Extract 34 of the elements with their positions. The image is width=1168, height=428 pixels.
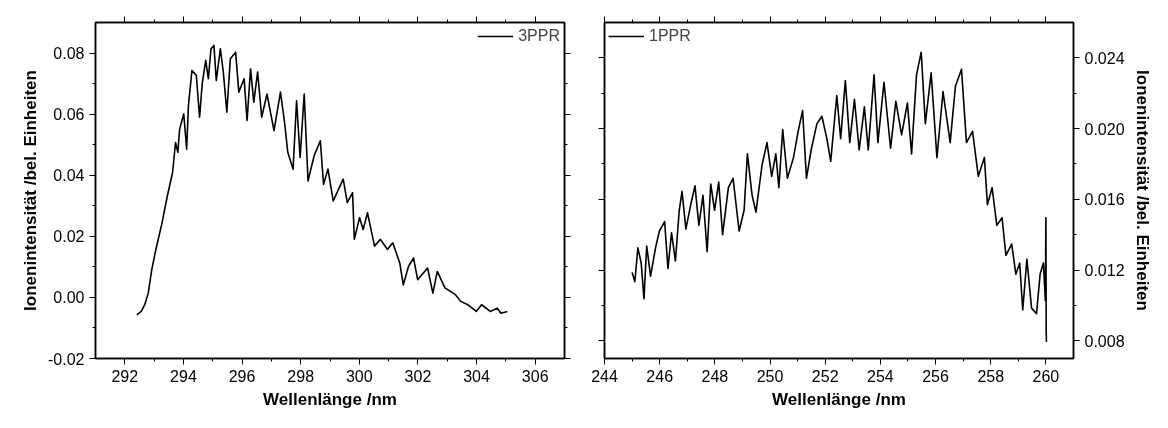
y2-tick-label: 0.020 [1084, 120, 1125, 138]
x-tick-label: 246 [646, 367, 674, 385]
y-tick-label: 0.00 [53, 289, 85, 307]
x-tick-label: 258 [977, 367, 1005, 385]
y-tick-label: -0.02 [48, 350, 85, 368]
x-tick-label: 256 [922, 367, 950, 385]
x-tick-label: 296 [228, 367, 256, 385]
legend-label: 1PPR [649, 27, 691, 45]
y2-tick-label: 0.024 [1084, 49, 1125, 67]
x-tick-label: 252 [811, 367, 839, 385]
y-tick-label: 0.06 [53, 106, 85, 124]
y-axis-title: Ionenintensität /bel. Einheiten [21, 70, 41, 311]
x-tick-label: 254 [867, 367, 894, 385]
x-tick-label: 260 [1032, 367, 1060, 385]
x-tick-label: 302 [404, 367, 432, 385]
x-tick-label: 298 [287, 367, 315, 385]
y-tick-label: 0.04 [53, 167, 85, 185]
y-tick-label: 0.08 [53, 45, 85, 63]
x-tick-label: 306 [521, 367, 549, 385]
x-tick-label: 292 [111, 367, 139, 385]
x-axis-title: Wellenlänge /nm [263, 389, 397, 409]
x-tick-label: 248 [701, 367, 729, 385]
y2-tick-label: 0.016 [1084, 191, 1125, 209]
legend-label: 3PPR [518, 27, 560, 45]
x-tick-label: 250 [756, 367, 784, 385]
y2-tick-label: 0.008 [1084, 332, 1125, 350]
y2-tick-label: 0.012 [1084, 262, 1125, 280]
x-tick-label: 244 [591, 367, 618, 385]
y-tick-label: 0.02 [53, 228, 85, 246]
x-axis-title: Wellenlänge /nm [772, 389, 906, 409]
y2-axis-title: Ionenintensität /bel. Einheiten [1132, 70, 1152, 311]
x-tick-label: 294 [170, 367, 197, 385]
x-tick-label: 304 [463, 367, 491, 385]
x-tick-label: 300 [345, 367, 373, 385]
